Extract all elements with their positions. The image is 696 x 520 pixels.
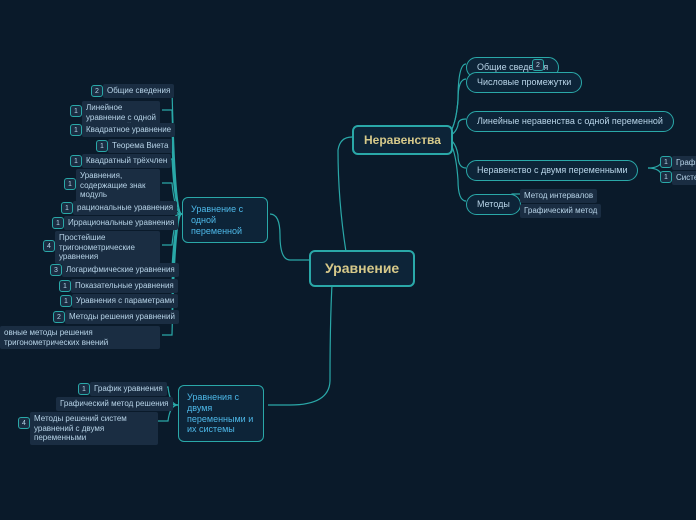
count-badge: 1 <box>59 280 71 292</box>
ineq-methods[interactable]: Методы <box>466 194 521 215</box>
count-badge: 1 <box>70 105 82 117</box>
count-badge: 1 <box>61 202 73 214</box>
onevar-trig[interactable]: Простейшие тригонометрические уравнения <box>55 231 160 264</box>
ineq-intervals[interactable]: Числовые промежутки <box>466 72 582 93</box>
onevar-general[interactable]: Общие сведения <box>103 84 174 98</box>
count-badge: 1 <box>52 217 64 229</box>
count-badge: 4 <box>43 240 55 252</box>
count-badge: 1 <box>70 155 82 167</box>
root-node[interactable]: Уравнение <box>309 250 415 287</box>
onevar-modulus[interactable]: Уравнения, содержащие знак модуль <box>76 169 160 202</box>
count-badge: 2 <box>53 311 65 323</box>
main-inequalities[interactable]: Неравенства <box>352 125 453 155</box>
onevar-rational[interactable]: рациональные уравнения <box>73 201 177 215</box>
ineq-interval-method[interactable]: Метод интервалов <box>520 189 597 203</box>
onevar-quadratic[interactable]: Квадратное уравнение <box>82 123 175 137</box>
main-label: Неравенства <box>364 133 441 147</box>
ineq-two-unk[interactable]: Неравенство с двумя переменными <box>466 160 638 181</box>
count-badge: 1 <box>660 171 672 183</box>
twovar-graphic-solve[interactable]: Графический метод решения <box>56 397 173 411</box>
onevar-trinomial[interactable]: Квадратный трёхчлен <box>82 154 171 168</box>
twovar-graph[interactable]: График уравнения <box>90 382 167 396</box>
root-label: Уравнение <box>325 260 399 277</box>
count-badge: 2 <box>532 59 544 71</box>
main-label: Уравнения с двумя переменными и их систе… <box>187 392 255 435</box>
count-badge: 1 <box>660 156 672 168</box>
count-badge: 1 <box>78 383 90 395</box>
onevar-log[interactable]: Логарифмические уравнения <box>62 263 179 277</box>
onevar-solve-methods[interactable]: Методы решения уравнений <box>65 310 179 324</box>
onevar-vieta[interactable]: Теорема Виета <box>108 139 172 153</box>
count-badge: 2 <box>91 85 103 97</box>
main-label: Уравнение с одной переменной <box>191 204 259 236</box>
count-badge: 1 <box>64 178 76 190</box>
ineq-linear[interactable]: Линейные неравенства с одной переменной <box>466 111 674 132</box>
main-two-var[interactable]: Уравнения с двумя переменными и их систе… <box>178 385 264 442</box>
count-badge: 1 <box>70 124 82 136</box>
ineq-systems[interactable]: Система <box>672 171 696 185</box>
main-one-var[interactable]: Уравнение с одной переменной <box>182 197 268 243</box>
count-badge: 3 <box>50 264 62 276</box>
onevar-param[interactable]: Уравнения с параметрами <box>72 294 178 308</box>
onevar-irrational[interactable]: Иррациональные уравнения <box>64 216 178 230</box>
onevar-trig-methods[interactable]: овные методы решения тригонометрических … <box>0 326 160 349</box>
twovar-system-methods[interactable]: Методы решений систем уравнений с двумя … <box>30 412 158 445</box>
count-badge: 4 <box>18 417 30 429</box>
ineq-graphs[interactable]: График <box>672 156 696 170</box>
ineq-graphic-method[interactable]: Графический метод <box>520 204 601 218</box>
onevar-exp[interactable]: Показательные уравнения <box>71 279 178 293</box>
count-badge: 1 <box>60 295 72 307</box>
count-badge: 1 <box>96 140 108 152</box>
